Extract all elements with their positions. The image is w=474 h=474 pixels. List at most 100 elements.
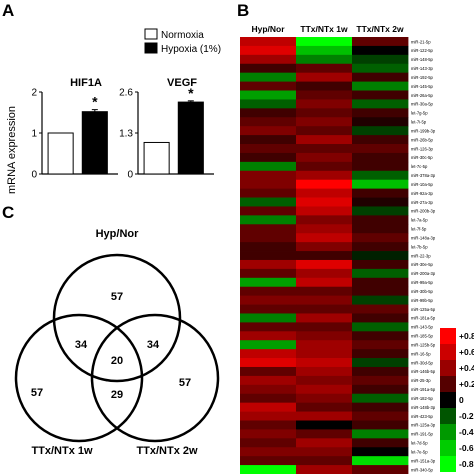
significance-marker: * bbox=[92, 94, 98, 110]
heatmap-cell bbox=[240, 37, 297, 47]
heatmap-cell bbox=[240, 366, 297, 377]
venn-count-ttx-1w-only: 57 bbox=[31, 387, 43, 399]
heatmap-cell bbox=[240, 90, 297, 100]
heatmap-cell bbox=[352, 45, 409, 56]
y-axis-label: mRNA expression bbox=[6, 106, 18, 194]
venn-label-ttx-1w: TTx/NTx 1w bbox=[31, 445, 93, 457]
heatmap-cell bbox=[352, 331, 409, 341]
heatmap-row-label: miR-191a-5p bbox=[411, 387, 436, 392]
heatmap-cell bbox=[240, 224, 297, 234]
heatmap-cell bbox=[240, 375, 297, 386]
heatmap-row-label: miR-340-5p bbox=[411, 467, 434, 472]
heatmap-row-label: let-7i-5p bbox=[411, 120, 427, 125]
heatmap-cell bbox=[240, 170, 297, 181]
heatmap-cell bbox=[352, 268, 409, 279]
heatmap-cell bbox=[240, 99, 297, 109]
heatmap-row-label: miR-99b-5p bbox=[411, 298, 434, 303]
y-tick-label: 2.6 bbox=[119, 88, 133, 99]
heatmap-cell bbox=[240, 411, 297, 421]
heatmap-column-label: Hyp/Nor bbox=[251, 24, 285, 34]
heatmap-cell bbox=[296, 277, 353, 288]
heatmap-cell bbox=[352, 99, 409, 109]
heatmap-cell bbox=[240, 349, 297, 359]
heatmap-row-label: let-7e-5p bbox=[411, 450, 428, 455]
heatmap-cell bbox=[352, 358, 409, 368]
heatmap-cell bbox=[352, 197, 409, 207]
heatmap-cell bbox=[296, 375, 353, 386]
heatmap-cell bbox=[240, 188, 297, 198]
heatmap-cell bbox=[352, 37, 409, 47]
heatmap-cell bbox=[240, 215, 297, 225]
heatmap-cell bbox=[352, 340, 409, 350]
heatmap-cell bbox=[352, 63, 409, 74]
heatmap-cell bbox=[296, 108, 353, 118]
heatmap-row-label: let-7a-5p bbox=[411, 218, 428, 223]
heatmap-cell bbox=[352, 411, 409, 421]
heatmap-cell bbox=[240, 456, 297, 466]
heatmap-cell bbox=[240, 126, 297, 136]
heatmap-cell bbox=[352, 286, 409, 297]
heatmap-cell bbox=[296, 81, 353, 91]
heatmap-cell bbox=[352, 456, 409, 466]
venn-count-1w-2w: 29 bbox=[111, 389, 123, 401]
heatmap-cell bbox=[296, 438, 353, 448]
bar-normoxia bbox=[47, 132, 74, 175]
heatmap-cell bbox=[240, 331, 297, 341]
colorbar-tick-label: +0.4 bbox=[459, 363, 474, 373]
heatmap-row-label: miR-99a-5p bbox=[411, 280, 434, 285]
heatmap-cell bbox=[352, 304, 409, 314]
venn-diagram: Hyp/Nor TTx/NTx 1w TTx/NTx 2w 57 57 57 3… bbox=[14, 228, 220, 457]
heatmap-row-label: miR-125a-3p bbox=[411, 423, 436, 428]
heatmap-cell bbox=[296, 45, 353, 56]
colorbar-segment bbox=[440, 392, 456, 408]
heatmap-cell bbox=[296, 54, 353, 65]
heatmap-cell bbox=[296, 161, 353, 172]
heatmap-cell bbox=[240, 402, 297, 412]
heatmap-row-label: miR-10a-5p bbox=[411, 182, 434, 187]
y-tick-label: 0 bbox=[127, 170, 133, 181]
heatmap-cell bbox=[352, 144, 409, 154]
heatmap-row-label: miR-126-3p bbox=[411, 146, 434, 151]
heatmap-row-label: miR-181a-5p bbox=[411, 316, 436, 321]
heatmap-cell bbox=[240, 465, 297, 474]
venn-circle-ttx-2w bbox=[90, 313, 220, 443]
heatmap-cell bbox=[240, 45, 297, 56]
heatmap-cell bbox=[352, 90, 409, 100]
heatmap-cell bbox=[296, 215, 353, 225]
heatmap-cell bbox=[352, 54, 409, 65]
colorbar-tick-label: -0.2 bbox=[459, 411, 474, 421]
heatmap-row-label: miR-25-3p bbox=[411, 378, 431, 383]
heatmap-cell bbox=[296, 268, 353, 279]
heatmap-row-label: miR-143-3p bbox=[411, 66, 434, 71]
colorbar-tick-label: -0.8 bbox=[459, 459, 474, 469]
heatmap-cell bbox=[352, 384, 409, 395]
heatmap-row-label: miR-200a-3p bbox=[411, 271, 436, 276]
heatmap-cell bbox=[352, 242, 409, 252]
heatmap-cell bbox=[352, 126, 409, 136]
colorbar-segment bbox=[440, 408, 456, 424]
heatmap-cell bbox=[240, 197, 297, 207]
heatmap-row-label: miR-30e-5p bbox=[411, 262, 434, 267]
bar-chart-title: VEGF bbox=[167, 77, 197, 89]
heatmap-column-label: TTx/NTx 2w bbox=[356, 24, 404, 34]
heatmap-cell bbox=[296, 331, 353, 341]
heatmap-row-label: miR-192-5p bbox=[411, 75, 434, 80]
venn-label-ttx-2w: TTx/NTx 2w bbox=[136, 445, 198, 457]
heatmap-row-label: let-7g-5p bbox=[411, 111, 428, 116]
heatmap-row-label: miR-26b-5p bbox=[411, 137, 434, 142]
heatmap-row-label: miR-378a-3p bbox=[411, 173, 436, 178]
colorbar-tick-label: +0.2 bbox=[459, 379, 474, 389]
heatmap-cell bbox=[296, 304, 353, 314]
heatmap-cell bbox=[240, 420, 297, 430]
heatmap-cell bbox=[240, 144, 297, 154]
bar-normoxia bbox=[143, 141, 170, 175]
bar-chart-hif1a: HIF1A 0 1 2 * bbox=[31, 77, 118, 181]
heatmap-cell bbox=[296, 402, 353, 412]
heatmap-row-label: miR-146b-5p bbox=[411, 369, 436, 374]
heatmap-cell bbox=[240, 295, 297, 305]
heatmap-cell bbox=[240, 108, 297, 118]
heatmap-row-label: miR-151a-3p bbox=[411, 458, 436, 463]
heatmap-cell bbox=[296, 465, 353, 474]
legend-label-normoxia: Normoxia bbox=[161, 30, 204, 41]
